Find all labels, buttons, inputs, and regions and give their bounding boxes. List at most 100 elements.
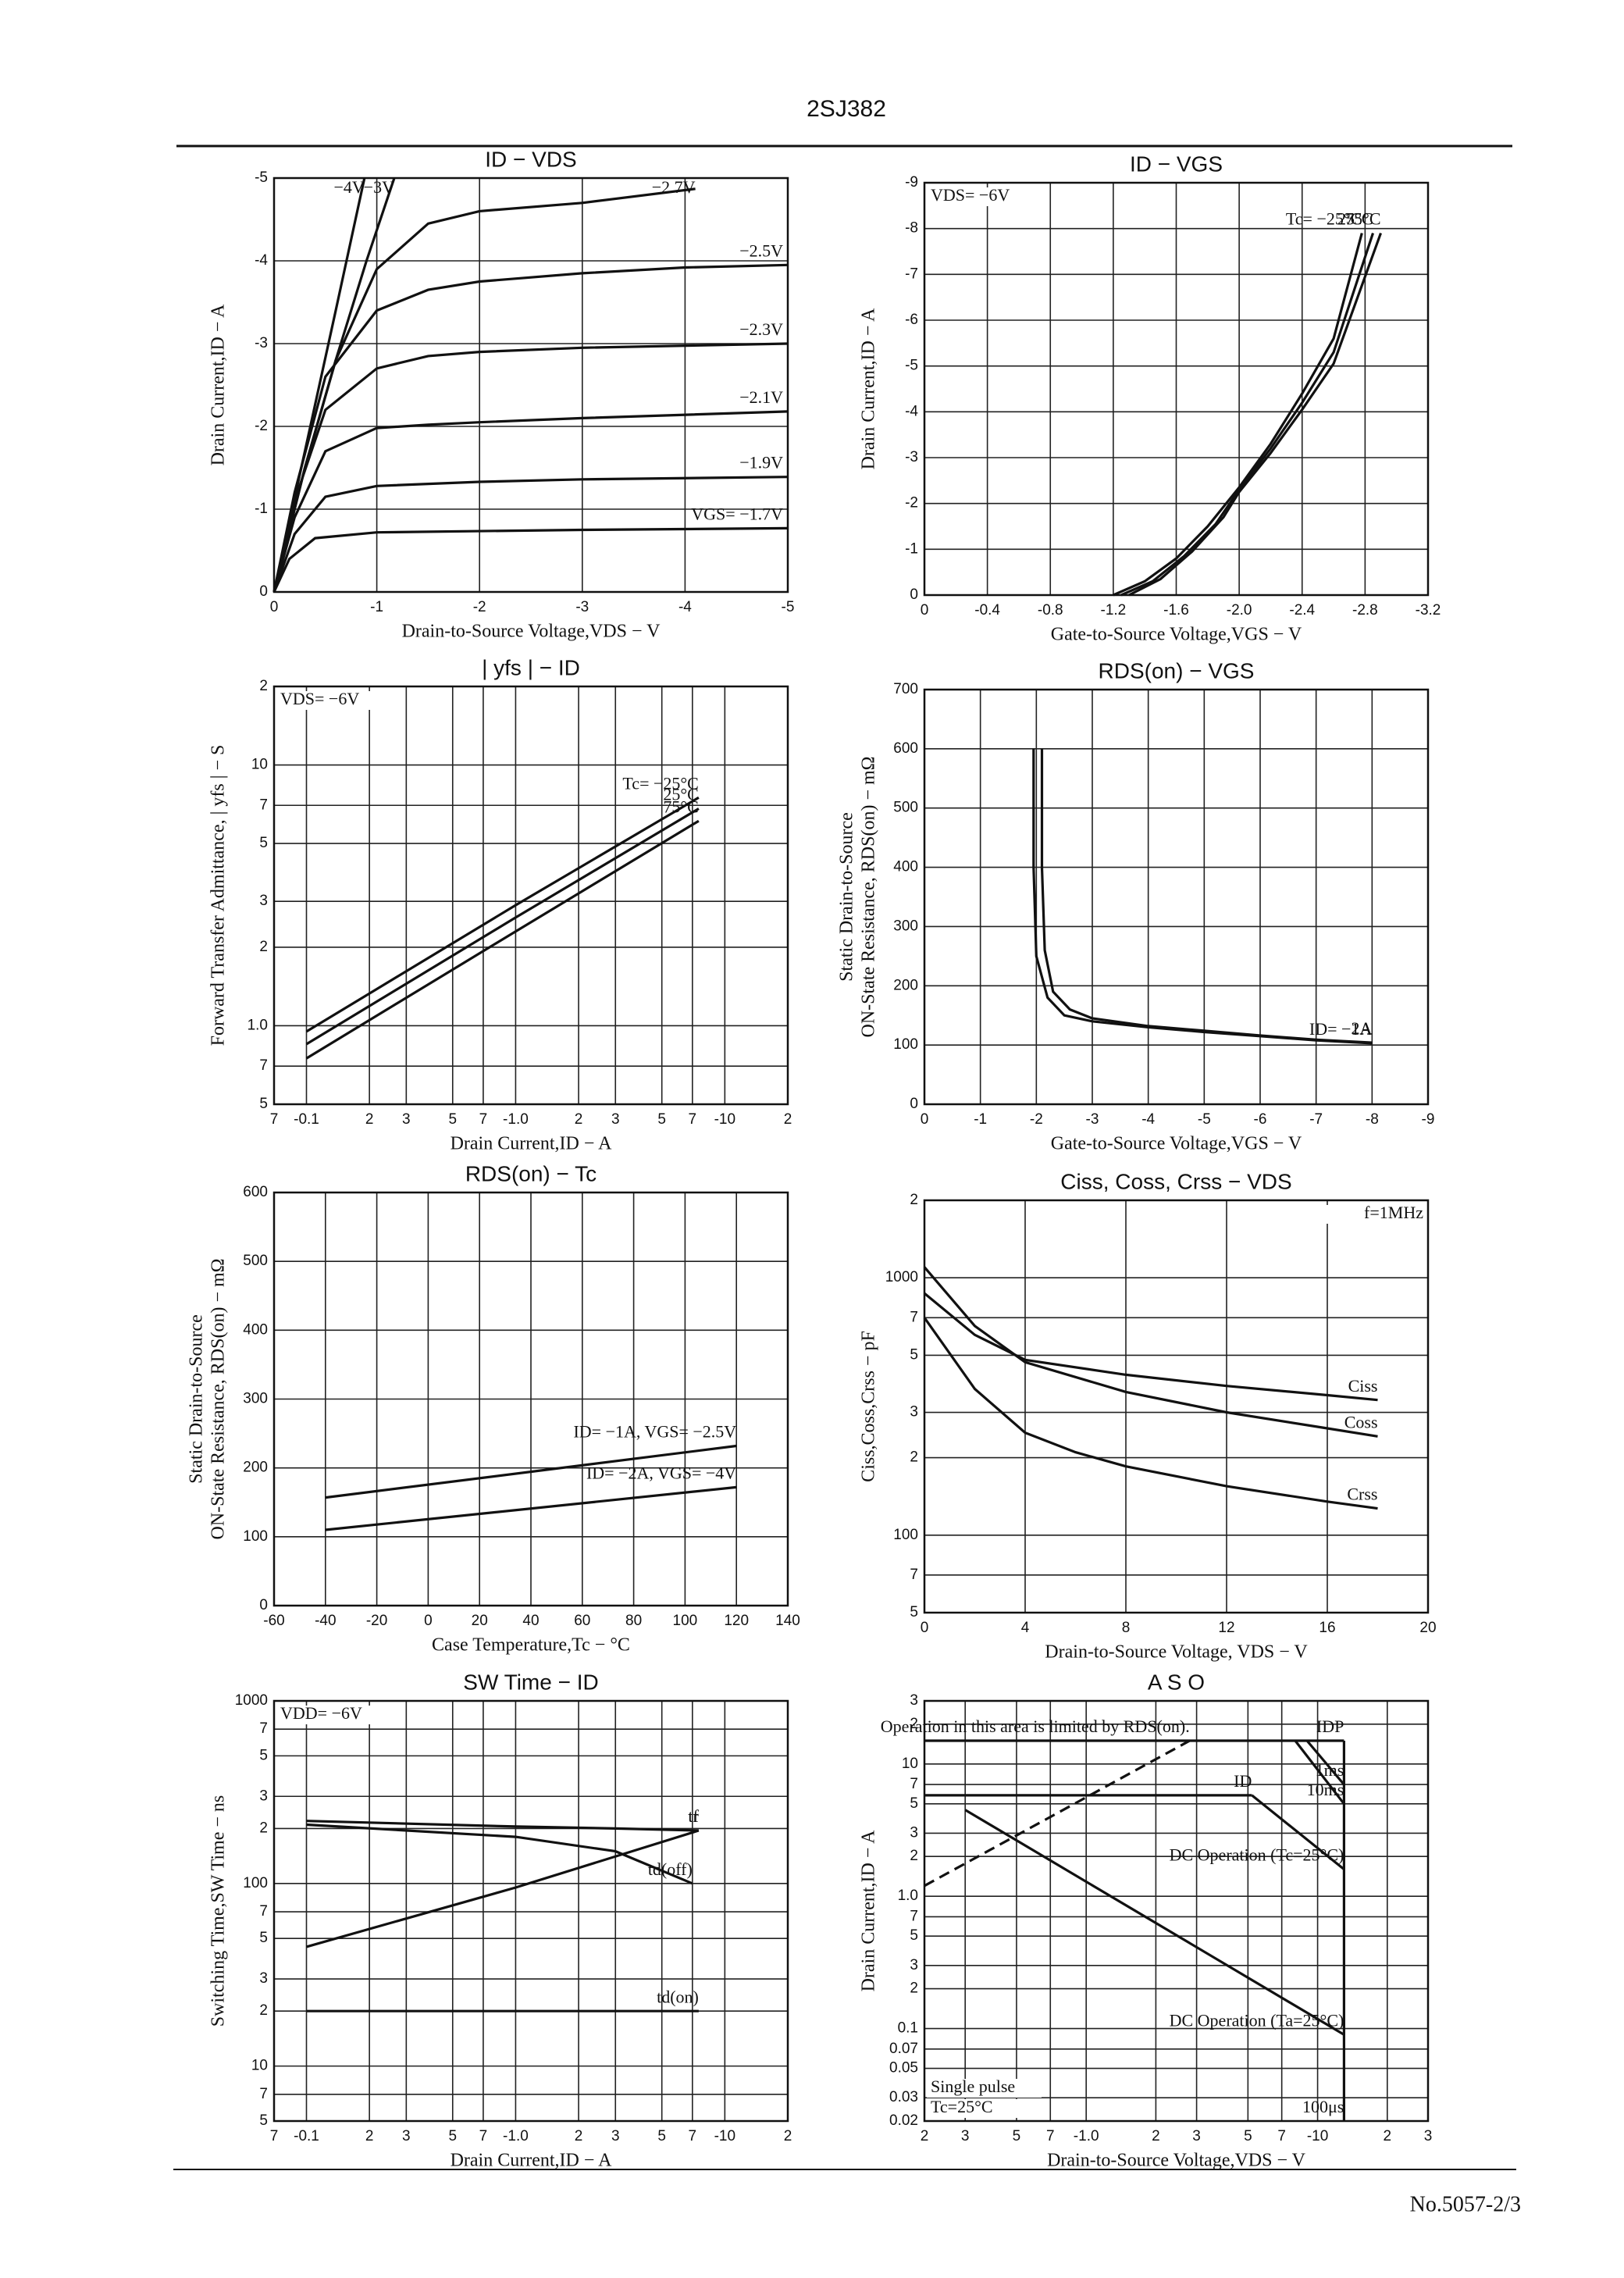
series-label: −2.7V (652, 177, 696, 197)
x-tick-label: -3 (575, 599, 589, 615)
y-tick-label: 300 (893, 918, 918, 934)
x-tick-label: -4 (1141, 1111, 1155, 1128)
x-tick-label: -60 (263, 1613, 284, 1629)
y-tick-label: -3 (255, 335, 268, 351)
series-label: 25°C (663, 785, 698, 804)
series-label: tr (688, 1806, 699, 1826)
series-line (923, 1266, 1378, 1438)
series-line (272, 410, 789, 593)
plot-frame (272, 1191, 789, 1607)
y-tick-label: 3 (910, 1824, 918, 1841)
x-tick-label: -5 (782, 599, 795, 615)
note: Tc=25°C (931, 2097, 993, 2116)
x-tick-label: 2 (365, 2128, 374, 2144)
x-tick-label: 5 (657, 1111, 666, 1128)
x-axis-label: Drain-to-Source Voltage,VDS − V (1047, 2151, 1306, 2171)
series-label: VGS= −1.7V (691, 504, 783, 523)
y-tick-label: 3 (259, 1788, 268, 1804)
x-tick-label: -1.0 (1074, 2128, 1099, 2144)
x-tick-label: 2 (365, 1111, 374, 1128)
x-tick-label: 5 (448, 2128, 457, 2144)
y-axis-label: ON-State Resistance, RDS(on) − mΩ (859, 757, 879, 1038)
note: f=1MHz (1364, 1203, 1423, 1222)
x-tick-label: 3 (1192, 2128, 1201, 2144)
plot-frame (923, 1699, 1430, 2123)
x-tick-label: 7 (270, 1111, 279, 1128)
y-tick-label: -9 (905, 174, 918, 191)
series-label: −3V (364, 177, 394, 197)
y-tick-label: -6 (905, 312, 918, 328)
x-tick-label: -5 (1198, 1111, 1211, 1128)
series-label: 10ms (1307, 1780, 1344, 1799)
series-line (325, 1485, 737, 1531)
series-line (272, 342, 789, 593)
series-label: ID= −1A, VGS= −2.5V (573, 1422, 736, 1442)
y-tick-label: 500 (243, 1253, 268, 1269)
y-tick-label: 600 (893, 740, 918, 757)
y-tick-label: -5 (905, 358, 918, 374)
y-axis-label: Forward Transfer Admittance, | yfs | − S (208, 745, 229, 1046)
series-line (1113, 233, 1363, 597)
series-label: DC Operation (Tc=25°C) (1170, 1845, 1344, 1865)
x-tick-label: -1.6 (1163, 602, 1189, 619)
y-tick-label: 2 (910, 1980, 918, 1997)
y-tick-label: 500 (893, 800, 918, 816)
y-tick-label: 10 (251, 757, 268, 773)
x-tick-label: 7 (1046, 2128, 1055, 2144)
x-axis-label: Drain-to-Source Voltage,VDS − V (402, 622, 661, 642)
series-line (1294, 1740, 1345, 1805)
y-tick-label: 7 (259, 2086, 268, 2102)
series-label: 75°C (1345, 209, 1380, 229)
x-tick-label: 2 (575, 1111, 583, 1128)
x-tick-label: 7 (479, 2128, 488, 2144)
y-tick-label: 0.1 (898, 2020, 918, 2037)
x-axis-label: Drain Current,ID − A (451, 2151, 612, 2171)
x-tick-label: 7 (689, 2128, 697, 2144)
note-background (927, 2099, 1042, 2118)
plot-frame (923, 1199, 1430, 1614)
series-label: IDP (1316, 1717, 1344, 1736)
plot-frame (923, 688, 1430, 1106)
y-axis-label: Static Drain-to-Source (837, 812, 857, 982)
y-tick-label: 100 (893, 1036, 918, 1053)
y-tick-label: -2 (255, 418, 268, 434)
y-tick-label: 7 (259, 797, 268, 813)
series-label: tf (688, 1806, 699, 1826)
y-axis-label: Switching Time,SW Time − ns (208, 1795, 229, 2027)
y-tick-label: 100 (893, 1527, 918, 1543)
y-tick-label: 2 (259, 939, 268, 955)
y-tick-label: 0 (910, 586, 918, 603)
chart: SW Time − ID7 -0.1 2 3 5 7 -1.0 2 3 5 7 -10 25710235… (208, 1670, 792, 2170)
x-tick-label: 0 (270, 599, 279, 615)
y-tick-label: -4 (255, 252, 268, 269)
x-tick-label: 100 (673, 1613, 698, 1629)
y-tick-label: -1 (255, 501, 268, 517)
y-tick-label: 300 (243, 1391, 268, 1407)
x-tick-label: -4 (678, 599, 692, 615)
x-tick-label: 2 (1152, 2128, 1160, 2144)
x-tick-label: 3 (402, 1111, 411, 1128)
x-tick-label: 7 (270, 2128, 279, 2144)
y-tick-label: 100 (243, 1528, 268, 1545)
y-tick-label: 10 (902, 1756, 918, 1772)
series-line (272, 263, 789, 593)
x-tick-label: -10 (714, 1111, 735, 1128)
chart: ID − VGS 0 -0.4 -0.8 -1.2 -1.6 -2.0 -2.4 -2.8 -3.… (859, 152, 1441, 644)
y-tick-label: 200 (243, 1460, 268, 1476)
series-line (1128, 232, 1383, 597)
chart-title: ID − VDS (485, 147, 576, 171)
y-tick-label: 5 (910, 1346, 918, 1363)
x-tick-label: 80 (625, 1613, 642, 1629)
x-tick-label: -3 (1086, 1111, 1099, 1128)
y-tick-label: 7 (910, 1567, 918, 1583)
x-tick-label: 8 (1122, 1620, 1131, 1636)
series-line (272, 526, 789, 593)
x-tick-label: 40 (522, 1613, 539, 1629)
y-tick-label: -8 (905, 220, 918, 237)
note: VDS= −6V (280, 689, 359, 708)
y-tick-label: 5 (910, 1604, 918, 1620)
x-tick-label: 20 (472, 1613, 488, 1629)
x-tick-label: -1 (370, 599, 383, 615)
x-tick-label: -10 (1307, 2128, 1328, 2144)
series-label: 25°C (1337, 209, 1373, 229)
